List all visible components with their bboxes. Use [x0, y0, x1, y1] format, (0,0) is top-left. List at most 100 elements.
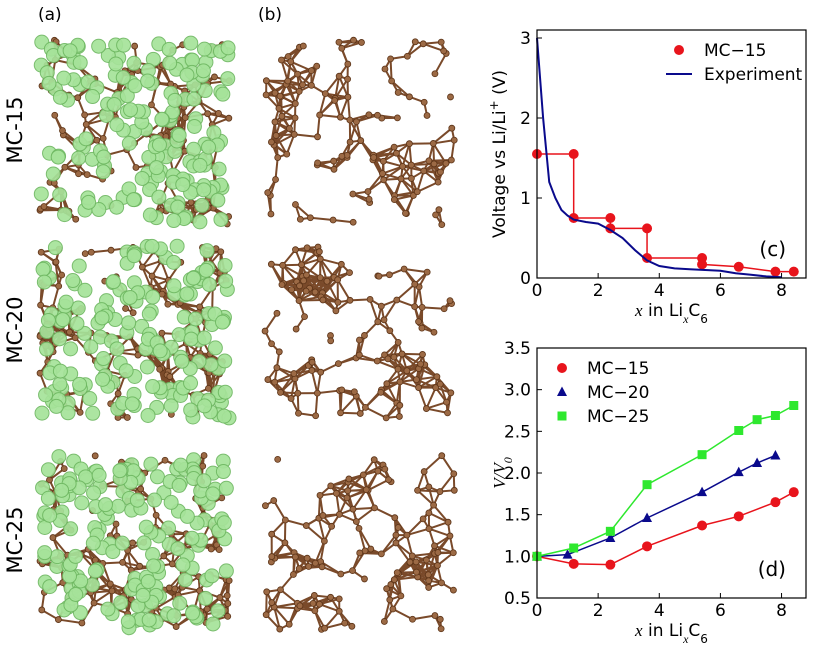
x-axis-label-part: 6 — [700, 312, 708, 326]
li-atom — [101, 602, 115, 616]
atom — [321, 538, 327, 544]
li-atom — [43, 580, 57, 594]
atom — [273, 177, 279, 183]
atom — [275, 155, 281, 161]
atom — [448, 94, 454, 100]
atom — [304, 555, 310, 561]
marker — [557, 363, 567, 373]
atom — [276, 105, 282, 111]
atom — [432, 613, 438, 619]
row-label: MC-20 — [3, 296, 27, 363]
bond — [424, 456, 442, 472]
atom — [418, 361, 424, 367]
li-atom — [39, 388, 53, 402]
atom — [395, 524, 401, 530]
li-atom — [75, 496, 89, 510]
atom — [309, 368, 315, 374]
atom — [393, 150, 399, 156]
atom — [342, 620, 348, 626]
li-atom — [184, 376, 198, 390]
li-atom — [175, 354, 189, 368]
atom — [330, 217, 336, 223]
atom — [400, 163, 406, 169]
li-atom — [206, 487, 220, 501]
bond — [413, 616, 435, 620]
atom — [265, 377, 271, 383]
li-atom — [42, 76, 56, 90]
atom — [53, 259, 59, 265]
legend-label: MC−15 — [704, 41, 766, 61]
li-atom — [216, 315, 230, 329]
atom — [378, 389, 384, 395]
atom — [109, 588, 115, 594]
atom — [276, 349, 282, 355]
li-atom — [140, 360, 154, 374]
atom — [449, 125, 455, 131]
atom — [291, 131, 297, 137]
atom — [288, 395, 294, 401]
atom — [404, 368, 410, 374]
atom — [350, 191, 356, 197]
y-tick-label: 1.5 — [504, 506, 531, 526]
marker — [734, 511, 744, 521]
atom — [79, 620, 85, 626]
li-atom — [193, 215, 207, 229]
y-tick-label: 3 — [520, 29, 531, 49]
structure — [263, 37, 457, 227]
atom — [382, 466, 388, 472]
atom — [376, 273, 382, 279]
atom — [448, 157, 454, 163]
li-atom — [121, 614, 135, 628]
atom — [123, 305, 129, 311]
atom — [303, 272, 309, 278]
atom — [451, 471, 457, 477]
li-atom — [217, 516, 231, 530]
atom — [291, 371, 297, 377]
atom — [402, 210, 408, 216]
li-atom — [137, 536, 151, 550]
li-atom — [96, 165, 110, 179]
li-atom — [48, 241, 62, 255]
atom — [438, 626, 444, 632]
atom — [304, 245, 310, 251]
atom — [339, 153, 345, 159]
atom — [408, 175, 414, 181]
atom — [205, 385, 211, 391]
atom — [216, 547, 222, 553]
li-atom — [57, 71, 71, 85]
li-atom — [152, 138, 166, 152]
li-atom — [128, 79, 142, 93]
li-atom — [219, 564, 233, 578]
atom — [439, 453, 445, 459]
atom — [290, 572, 296, 578]
li-atom — [216, 87, 230, 101]
atom — [308, 82, 314, 88]
marker — [771, 411, 780, 420]
atom — [439, 580, 445, 586]
atom — [441, 306, 447, 312]
atom — [426, 484, 432, 490]
atom — [336, 73, 342, 79]
atom — [356, 337, 362, 343]
li-atom — [211, 604, 225, 618]
atom — [108, 247, 114, 253]
atom — [397, 379, 403, 385]
li-atom — [63, 44, 77, 58]
atom — [59, 128, 65, 134]
li-atom — [66, 274, 80, 288]
marker — [605, 213, 615, 223]
x-tick-label: 0 — [532, 281, 543, 301]
atom — [350, 219, 356, 225]
atom — [293, 326, 299, 332]
li-atom — [51, 150, 65, 164]
y-tick-label: 2 — [520, 109, 531, 129]
series-line — [537, 154, 794, 272]
li-atom — [221, 72, 235, 86]
atom — [328, 483, 334, 489]
atom — [132, 43, 138, 49]
atom — [165, 301, 171, 307]
li-atom — [136, 588, 150, 602]
atom — [414, 189, 420, 195]
atom — [302, 314, 308, 320]
row-label: MC-15 — [3, 96, 27, 163]
